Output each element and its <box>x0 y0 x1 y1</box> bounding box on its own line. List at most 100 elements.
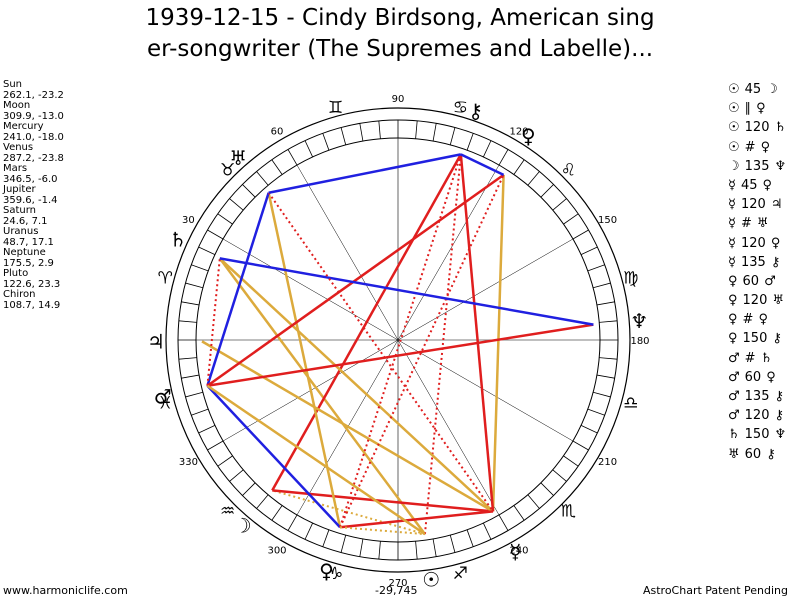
degree-tick <box>378 120 381 139</box>
degree-tick <box>540 482 554 496</box>
position-name-mercury: Mercury <box>3 121 44 132</box>
aspect-line-mercury-pluto <box>491 174 505 512</box>
degree-tick <box>181 374 200 379</box>
planet-glyph-chiron: ⚷ <box>468 99 483 123</box>
position-value-chiron: 108.7, 14.9 <box>3 299 61 311</box>
aspect-line-sun-chiron <box>423 154 462 535</box>
aspect-line-sun-mars <box>206 384 426 536</box>
position-value-saturn: 24.6, 7.1 <box>3 215 48 227</box>
zodiac-sign: ♌ <box>561 161 576 181</box>
aspect-planet-1: ♄ <box>728 427 740 443</box>
zodiac-sign: ♐ <box>453 564 468 584</box>
aspect-planet-2: ☽ <box>766 82 778 97</box>
aspect-planet-1: ☉ <box>728 101 740 117</box>
position-name-saturn: Saturn <box>3 205 37 216</box>
aspect-planet-2: ♀ <box>756 101 766 117</box>
aspect-lines <box>201 153 594 536</box>
degree-tick <box>359 123 364 142</box>
degree-tick <box>185 282 203 289</box>
position-name-neptune: Neptune <box>3 247 46 258</box>
degree-label: 150 <box>598 215 617 226</box>
aspect-line-sun-saturn <box>218 257 426 535</box>
position-value-venus: 287.2, -23.8 <box>3 152 64 164</box>
aspect-angle: 60 <box>744 446 762 462</box>
aspect-angle: 60 <box>744 369 762 385</box>
degree-tick <box>587 264 605 272</box>
aspect-planet-1: ☿ <box>728 235 736 251</box>
position-value-mercury: 241.0, -18.0 <box>3 131 64 143</box>
planet-glyph-mars: ♂ <box>154 384 172 408</box>
aspect-row: ♂ 135 ⚷ <box>728 387 798 406</box>
aspect-line-mercury-saturn <box>218 257 494 513</box>
aspect-line-mercury-jupiter <box>201 340 494 513</box>
aspect-row: ♀ 60 ♂ <box>728 272 798 291</box>
degree-tick <box>181 301 200 306</box>
degree-tick <box>304 522 313 540</box>
degree-tick <box>322 133 330 151</box>
aspect-planet-1: ☉ <box>728 120 740 136</box>
aspect-row: ♄ 150 ♆ <box>728 425 798 444</box>
aspect-planet-1: ♀ <box>728 273 738 289</box>
aspect-planet-1: ☿ <box>728 177 736 193</box>
aspect-angle: # <box>742 312 754 328</box>
degree-tick <box>599 357 618 360</box>
aspect-planet-1: ♂ <box>728 350 740 366</box>
degree-tick <box>432 538 437 557</box>
degree-label: 120 <box>509 126 528 137</box>
aspect-angle: # <box>744 350 756 366</box>
aspect-row: ♅ 60 ⚷ <box>728 445 798 464</box>
degree-tick <box>449 535 456 553</box>
degree-tick <box>256 494 269 509</box>
position-value-uranus: 48.7, 17.1 <box>3 236 54 248</box>
position-value-neptune: 175.5, 2.9 <box>3 257 54 269</box>
position-name-venus: Venus <box>3 142 34 153</box>
chart-title-line-2: er-songwriter (The Supremes and Labelle)… <box>146 36 654 62</box>
planet-glyph-venus: ♀ <box>319 559 334 583</box>
aspect-angle: 150 <box>744 427 770 443</box>
footer-site-link[interactable]: www.harmoniclife.com <box>3 584 128 597</box>
position-value-sun: 262.1, -23.2 <box>3 89 64 101</box>
degree-tick <box>242 482 256 496</box>
aspect-line-mars-uranus <box>206 192 270 387</box>
zodiac-sign: ♑ <box>328 564 343 584</box>
position-name-jupiter: Jupiter <box>3 184 36 195</box>
zodiac-sign: ♊ <box>328 98 343 118</box>
aspect-row: ♂ # ♄ <box>728 349 798 368</box>
aspect-line-chiron-uranus <box>268 153 462 194</box>
degree-tick <box>217 213 233 225</box>
planet-glyph-neptune: ♆ <box>630 309 648 333</box>
zodiac-sign: ♈ <box>158 269 173 289</box>
aspect-planet-2: ♃ <box>770 197 783 213</box>
aspect-row: ♀ 150 ⚷ <box>728 329 798 348</box>
position-name-sun: Sun <box>3 79 23 90</box>
degree-tick <box>580 425 598 434</box>
aspect-line-mercury-venus <box>339 510 494 529</box>
aspect-angle: 135 <box>744 158 770 174</box>
aspect-planet-1: ☿ <box>728 216 736 232</box>
aspect-planet-2: ♅ <box>772 293 785 309</box>
aspect-angle: 120 <box>740 197 766 213</box>
degree-tick <box>527 494 540 509</box>
aspect-row: ☿ 135 ⚷ <box>728 253 798 272</box>
degree-tick <box>322 529 330 547</box>
degree-tick <box>340 127 347 145</box>
position-name-mars: Mars <box>3 163 28 174</box>
aspect-planet-2: ♅ <box>756 216 769 232</box>
aspect-planet-1: ♅ <box>728 446 740 462</box>
degree-tick <box>287 514 298 531</box>
degree-tick <box>359 538 364 557</box>
aspect-planet-2: ♀ <box>770 235 781 251</box>
position-name-moon: Moon <box>3 100 31 111</box>
aspect-row: ☉ 120 ♄ <box>728 118 798 137</box>
zodiac-sign: ♒ <box>220 501 235 521</box>
degree-tick <box>415 120 418 139</box>
degree-label: 180 <box>630 336 649 347</box>
degree-tick <box>378 541 381 560</box>
aspect-planet-1: ☉ <box>728 82 740 97</box>
degree-tick <box>207 229 224 240</box>
degree-tick <box>596 374 615 379</box>
position-name-chiron: Chiron <box>3 289 36 300</box>
aspect-planet-1: ♀ <box>728 312 738 328</box>
degree-tick <box>527 171 540 186</box>
